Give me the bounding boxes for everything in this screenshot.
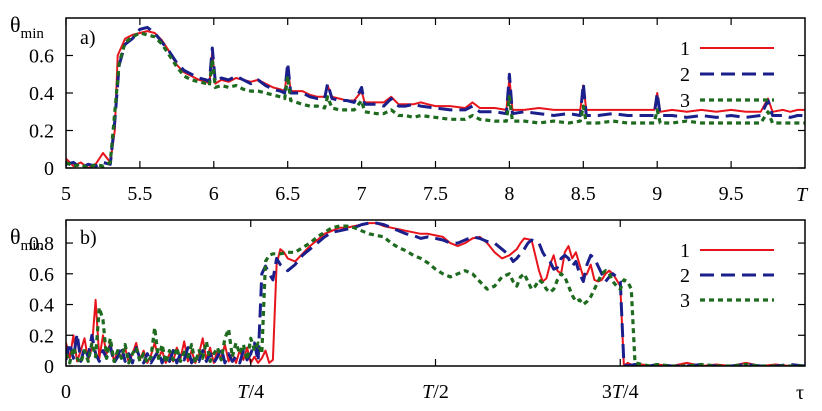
panel-a-ylabel-main: θ [10,12,21,37]
x-tick-label: 0 [61,381,71,403]
panel-b-label: b) [80,227,97,249]
panel-b-frame [65,219,806,367]
panel-b-ylabel: θmin [10,224,44,254]
panel-b-series [66,221,805,366]
panel-b-ylabel-sub: min [21,238,45,254]
panel-a-ylabel: θmin [10,12,44,42]
legend-item-2: 2 [680,265,774,287]
legend-item-1: 1 [680,240,774,262]
y-tick-label: 0.4 [29,295,54,317]
y-tick-label: 0.6 [29,46,54,68]
y-tick-label: 0.2 [29,121,54,143]
legend-item-1: 1 [680,38,774,60]
panel-a-legend: 1 2 3 [680,38,774,112]
panel-a-label: a) [80,27,96,49]
series-2-line [66,25,805,168]
series-2-line [66,221,805,366]
x-tick-label: 7.5 [423,183,448,205]
legend-item-3: 3 [680,90,774,112]
y-tick-label: 0.8 [29,233,54,255]
x-tick-label: 9.5 [719,183,744,205]
legend-label: 2 [680,265,690,287]
x-tick-label: 8 [504,183,514,205]
y-tick-label: 0.6 [29,264,54,286]
legend-label: 3 [680,290,690,312]
panel-a-frame [65,17,806,169]
legend-item-2: 2 [680,64,774,86]
x-tick-label: 8.5 [571,183,596,205]
legend-label: 1 [680,38,690,60]
legend-label: 1 [680,240,690,262]
x-tick-label: 6.5 [275,183,300,205]
series-3-line [66,224,805,366]
y-tick-label: 0.4 [29,83,54,105]
panel-a-xlabel: T [796,184,809,206]
y-tick-label: 0 [44,356,54,378]
y-tick-label: 0.2 [29,325,54,347]
x-tick-label: 5 [61,183,71,205]
x-tick-label: 9 [652,183,662,205]
x-tick-label: 3T/4 [602,381,639,403]
series-1-line [66,30,805,168]
series-3-line [66,31,805,168]
panel-a-series [66,25,805,168]
panel-b-ylabel-main: θ [10,224,21,249]
x-tick-label: 6 [209,183,219,205]
panel-b-xlabel: τ [796,382,804,404]
panel-a-ylabel-sub: min [21,26,45,42]
panel-a-ticks: 5 5.5 6 6.5 7 7.5 8 8.5 9 9.5 0 0.2 0.4 0.6 [29,18,805,205]
panel-b-legend: 1 2 3 [680,240,774,312]
x-tick-label: T/4 [237,381,264,403]
series-1-line [66,222,805,366]
x-tick-label: 7 [357,183,367,205]
legend-item-3: 3 [680,290,774,312]
panel-a: 5 5.5 6 6.5 7 7.5 8 8.5 9 9.5 0 0.2 0.4 0.6 θmin a) T… [10,12,809,206]
panel-b-ticks: 0 T/4 T/2 3T/4 0 0.2 0.4 0.6 0.8 [29,220,805,403]
y-tick-label: 0 [44,158,54,180]
x-tick-label: 5.5 [127,183,152,205]
legend-label: 2 [680,64,690,86]
legend-label: 3 [680,90,690,112]
x-tick-label: T/2 [422,381,449,403]
panel-b: 0 T/4 T/2 3T/4 0 0.2 0.4 0.6 0.8 θmin b) τ 1 2 3 [10,219,806,404]
